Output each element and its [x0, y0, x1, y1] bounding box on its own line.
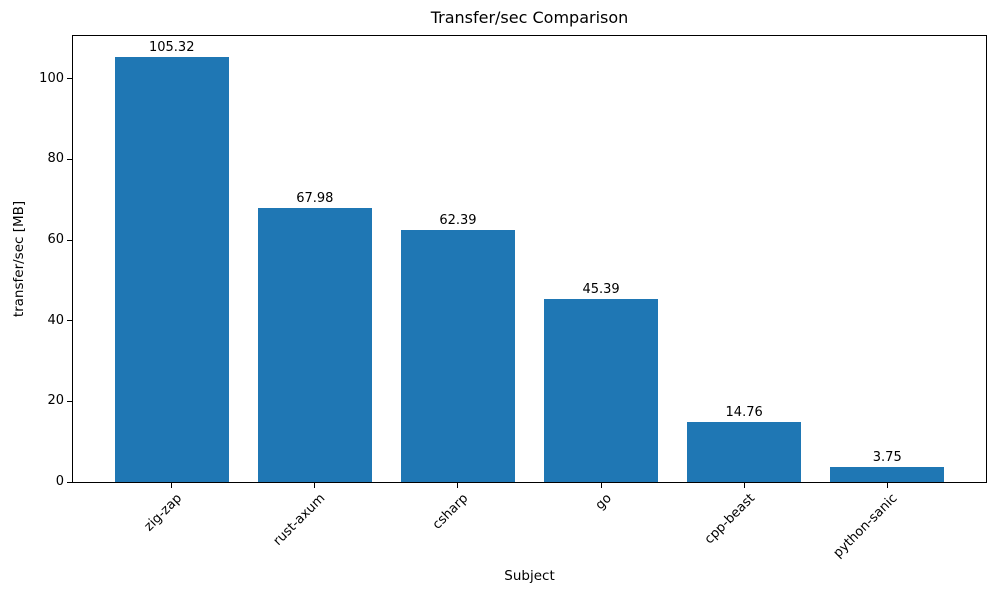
- y-tick-mark: [67, 481, 72, 483]
- y-tick-label: 80: [47, 151, 64, 167]
- x-axis-label: Subject: [504, 568, 555, 584]
- chart-title: Transfer/sec Comparison: [430, 8, 629, 27]
- bar-value-label: 3.75: [872, 449, 902, 465]
- plot-area: [72, 35, 987, 483]
- x-tick-label: csharp: [430, 491, 472, 533]
- bar-value-label: 45.39: [582, 281, 620, 297]
- y-tick-label: 100: [39, 70, 64, 86]
- y-tick-mark: [67, 158, 72, 160]
- bar-value-label: 62.39: [439, 213, 477, 229]
- x-tick-label: zig-zap: [141, 491, 186, 535]
- x-tick-mark: [743, 483, 745, 488]
- bar: [686, 422, 802, 482]
- y-tick-label: 40: [47, 312, 64, 328]
- x-tick-mark: [600, 483, 602, 488]
- bar: [830, 466, 945, 482]
- x-tick-mark: [886, 483, 888, 488]
- bar-value-label: 67.98: [296, 190, 334, 206]
- x-tick-label: python-sanic: [830, 491, 901, 561]
- bar: [400, 230, 516, 482]
- y-tick-mark: [67, 239, 72, 241]
- y-tick-label: 0: [55, 474, 64, 489]
- y-tick-mark: [67, 400, 72, 402]
- y-tick-mark: [67, 320, 72, 322]
- x-tick-mark: [171, 483, 173, 488]
- bar: [257, 207, 373, 482]
- y-tick-mark: [67, 78, 72, 80]
- x-tick-label: go: [592, 491, 615, 514]
- x-tick-label: cpp-beast: [701, 491, 758, 548]
- bar-value-label: 14.76: [725, 405, 763, 421]
- x-tick-mark: [457, 483, 459, 488]
- y-tick-label: 60: [47, 232, 64, 248]
- bar: [543, 298, 659, 482]
- y-tick-label: 20: [47, 393, 64, 409]
- x-tick-mark: [314, 483, 316, 488]
- bar: [114, 57, 229, 482]
- x-tick-label: rust-axum: [270, 491, 329, 549]
- bar-value-label: 105.32: [148, 40, 195, 56]
- y-axis-label: transfer/sec [MB]: [11, 200, 27, 318]
